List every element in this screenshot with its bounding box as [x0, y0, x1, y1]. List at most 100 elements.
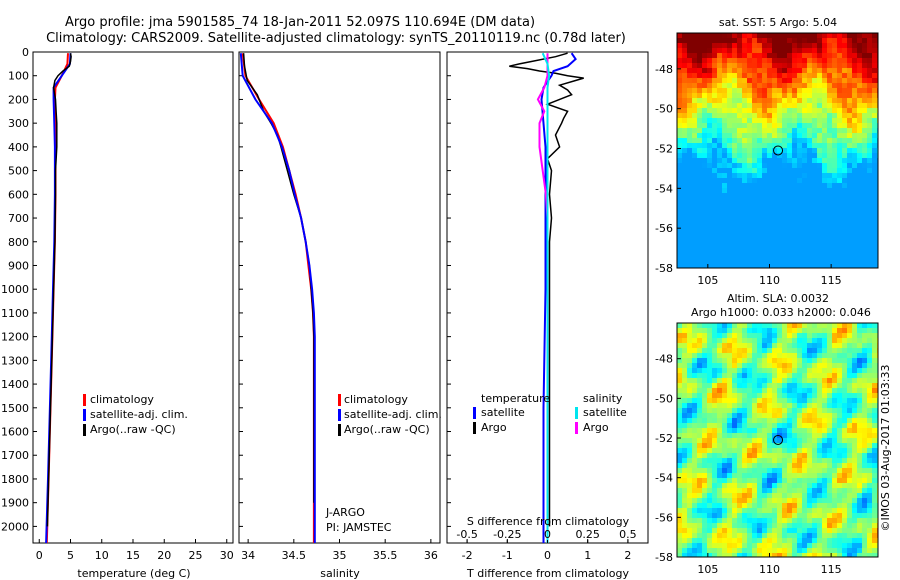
map-cell	[742, 333, 748, 339]
map-cell	[747, 383, 753, 389]
map-cell	[702, 248, 708, 254]
map-cell	[752, 233, 758, 239]
map-cell	[737, 373, 743, 379]
map-cell	[847, 248, 853, 254]
map-cell	[832, 478, 838, 484]
map-cell	[797, 533, 803, 539]
map-cell	[857, 63, 863, 69]
map-cell	[712, 138, 718, 144]
map-cell	[777, 218, 783, 224]
map-cell	[747, 388, 753, 394]
map-cell	[867, 158, 873, 164]
map-cell	[782, 543, 788, 549]
map-cell	[867, 68, 873, 74]
map-cell	[682, 228, 688, 234]
sla-map-panel: Altim. SLA: 0.0032 Argo h1000: 0.033 h20…	[655, 292, 879, 576]
map-cell	[752, 473, 758, 479]
map-cell	[677, 428, 683, 434]
map-cell	[792, 258, 798, 264]
map-cell	[697, 98, 703, 104]
map-cell	[847, 403, 853, 409]
map-cell	[807, 53, 813, 59]
map-cell	[797, 403, 803, 409]
map-cell	[777, 78, 783, 84]
map-cell	[682, 488, 688, 494]
map-cell	[807, 503, 813, 509]
map-cell	[687, 148, 693, 154]
map-cell	[812, 523, 818, 529]
map-cell	[837, 173, 843, 179]
map-cell	[827, 258, 833, 264]
map-cell	[837, 133, 843, 139]
map-cell	[772, 118, 778, 124]
map-cell	[767, 128, 773, 134]
map-cell	[717, 393, 723, 399]
map-cell	[777, 533, 783, 539]
map-cell	[697, 388, 703, 394]
map-cell	[817, 393, 823, 399]
difference-xlabel-temperature: T difference from climatology	[466, 567, 629, 580]
map-cell	[702, 333, 708, 339]
map-cell	[752, 398, 758, 404]
map-cell	[817, 48, 823, 54]
map-cell	[847, 143, 853, 149]
map-cell	[697, 178, 703, 184]
map-cell	[777, 543, 783, 549]
map-cell	[692, 338, 698, 344]
map-cell	[752, 458, 758, 464]
map-cell	[852, 378, 858, 384]
map-cell	[752, 348, 758, 354]
map-cell	[752, 323, 758, 329]
map-cell	[777, 163, 783, 169]
map-cell	[837, 443, 843, 449]
map-cell	[817, 323, 823, 329]
map-cell	[687, 48, 693, 54]
map-cell	[872, 553, 878, 558]
map-cell	[802, 248, 808, 254]
map-cell	[762, 518, 768, 524]
map-cell	[712, 508, 718, 514]
map-cell	[842, 548, 848, 554]
map-cell	[822, 248, 828, 254]
map-cell	[737, 453, 743, 459]
map-cell	[867, 378, 873, 384]
map-cell	[832, 443, 838, 449]
map-cell	[737, 348, 743, 354]
map-cell	[852, 323, 858, 329]
map-cell	[762, 83, 768, 89]
map-cell	[757, 73, 763, 79]
map-cell	[787, 78, 793, 84]
map-cell	[742, 98, 748, 104]
map-cell	[827, 228, 833, 234]
map-cell	[842, 513, 848, 519]
map-cell	[722, 248, 728, 254]
map-cell	[737, 168, 743, 174]
map-cell	[757, 513, 763, 519]
map-cell	[722, 83, 728, 89]
map-cell	[697, 453, 703, 459]
map-cell	[727, 493, 733, 499]
map-cell	[727, 533, 733, 539]
map-cell	[747, 48, 753, 54]
map-cell	[822, 408, 828, 414]
map-cell	[857, 383, 863, 389]
map-cell	[782, 438, 788, 444]
map-cell	[852, 333, 858, 339]
map-cell	[802, 103, 808, 109]
map-cell	[692, 38, 698, 44]
map-cell	[797, 503, 803, 509]
map-cell	[862, 538, 868, 544]
map-cell	[842, 518, 848, 524]
map-cell	[692, 168, 698, 174]
map-cell	[762, 68, 768, 74]
map-cell	[852, 223, 858, 229]
map-cell	[837, 518, 843, 524]
map-cell	[692, 248, 698, 254]
map-cell	[842, 103, 848, 109]
map-cell	[772, 413, 778, 419]
map-cell	[747, 123, 753, 129]
map-cell	[732, 373, 738, 379]
map-cell	[702, 108, 708, 114]
map-cell	[742, 118, 748, 124]
map-cell	[802, 98, 808, 104]
